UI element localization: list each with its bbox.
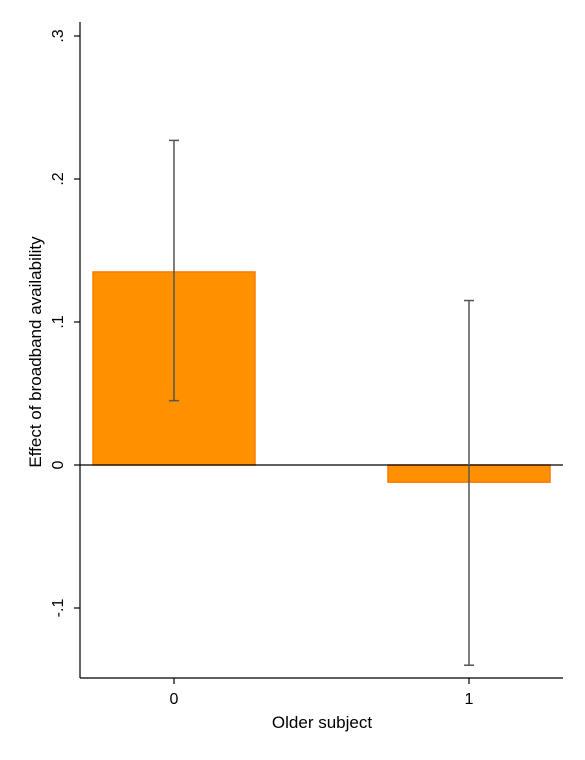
- y-tick-label: .1: [50, 315, 67, 328]
- error-bar-1: [464, 299, 474, 666]
- y-tick-label: 0: [50, 460, 67, 469]
- bars-layer: [92, 271, 551, 483]
- y-tick-label: .3: [50, 29, 67, 42]
- error-bars-layer: [169, 139, 474, 666]
- x-tick-label: 0: [170, 691, 179, 708]
- y-axis-title: Effect of broadband availability: [26, 236, 45, 468]
- error-bar-0: [169, 139, 179, 402]
- y-tick-label: -.1: [50, 599, 67, 618]
- y-ticks-layer: -.1 0 .1 .2 .3: [50, 29, 80, 617]
- x-tick-label: 1: [465, 691, 474, 708]
- x-axis-title: Older subject: [272, 713, 372, 732]
- y-tick-label: .2: [50, 172, 67, 185]
